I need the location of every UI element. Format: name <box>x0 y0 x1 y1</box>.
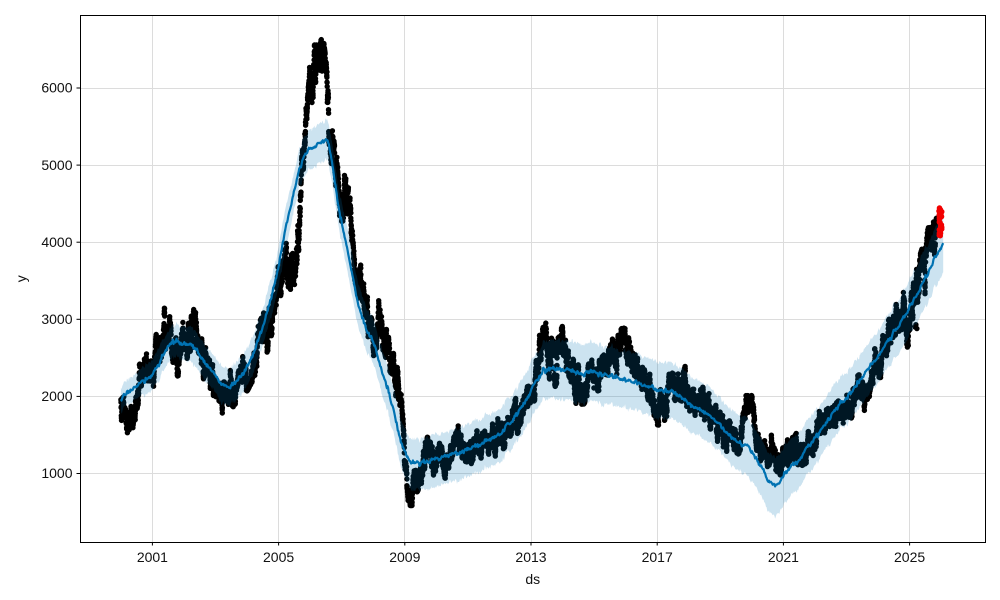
svg-text:2000: 2000 <box>41 388 72 404</box>
svg-text:ds: ds <box>525 571 540 587</box>
svg-text:5000: 5000 <box>41 157 72 173</box>
svg-text:1000: 1000 <box>41 465 72 481</box>
svg-text:2025: 2025 <box>894 549 925 565</box>
svg-text:2001: 2001 <box>137 549 168 565</box>
svg-text:2005: 2005 <box>263 549 294 565</box>
svg-text:2009: 2009 <box>389 549 420 565</box>
svg-text:3000: 3000 <box>41 311 72 327</box>
svg-text:4000: 4000 <box>41 234 72 250</box>
svg-text:2017: 2017 <box>642 549 673 565</box>
svg-text:6000: 6000 <box>41 80 72 96</box>
svg-text:2013: 2013 <box>515 549 546 565</box>
svg-text:2021: 2021 <box>768 549 799 565</box>
svg-text:y: y <box>13 275 29 282</box>
